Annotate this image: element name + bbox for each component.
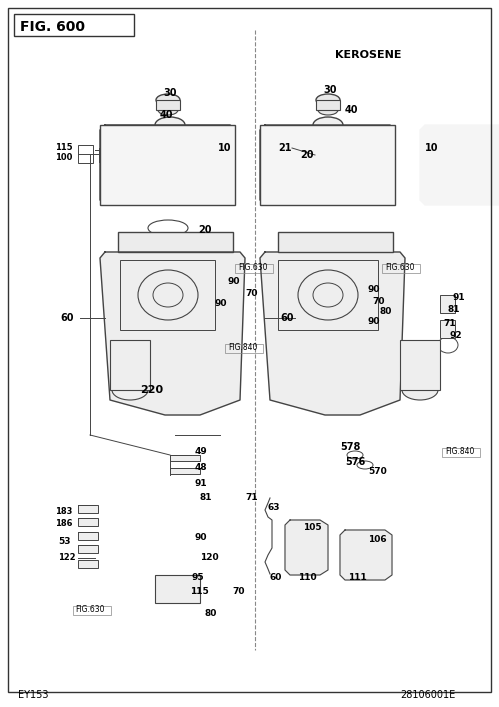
Bar [170,455,200,461]
Ellipse shape [156,94,180,106]
Ellipse shape [112,380,148,400]
Bar [120,260,215,330]
Text: 80: 80 [380,308,392,317]
Text: 110: 110 [298,573,317,583]
Text: FIG.630: FIG.630 [238,264,267,272]
Text: 570: 570 [368,467,387,477]
Bar [442,448,480,457]
Ellipse shape [158,105,178,115]
Bar [156,100,180,110]
Text: FIG.840: FIG.840 [445,448,475,457]
Text: 576: 576 [345,457,365,467]
Bar [170,468,200,474]
Text: 183: 183 [55,508,72,517]
Text: 95: 95 [192,573,205,583]
Bar [78,505,98,513]
Text: 70: 70 [232,588,245,597]
Polygon shape [285,520,328,575]
Text: 81: 81 [200,493,213,501]
Text: 115: 115 [55,144,73,153]
Bar [382,264,420,273]
Text: 70: 70 [372,298,385,307]
Text: 60: 60 [280,313,293,323]
Text: 30: 30 [163,88,177,98]
Text: 120: 120 [200,554,219,563]
Text: FIG.630: FIG.630 [385,264,415,272]
Text: EY153: EY153 [18,690,48,700]
Text: 60: 60 [270,573,282,583]
Ellipse shape [316,94,340,106]
Text: FIG.840: FIG.840 [228,344,257,353]
Bar [78,518,98,526]
Text: 90: 90 [195,534,208,542]
Text: 186: 186 [55,520,72,529]
Text: 71: 71 [443,318,456,327]
Text: 92: 92 [450,332,463,341]
Bar [78,145,93,163]
Text: 100: 100 [55,153,72,163]
Text: 40: 40 [345,105,358,115]
Text: 122: 122 [58,554,76,563]
Text: 91: 91 [195,479,208,488]
Text: 578: 578 [340,442,360,452]
Text: FIG.630: FIG.630 [75,605,104,614]
Text: FIG. 600: FIG. 600 [20,20,85,34]
Bar [316,100,340,110]
Bar [78,532,98,540]
Bar [225,344,263,353]
Text: 21: 21 [278,143,291,153]
Bar [278,232,393,252]
Text: 80: 80 [205,609,218,617]
Text: 115: 115 [190,588,209,597]
Bar [440,295,455,313]
Text: 40: 40 [160,110,174,120]
Ellipse shape [155,117,185,133]
Text: 91: 91 [453,293,466,301]
Polygon shape [100,252,245,415]
Bar [155,575,200,603]
Bar [78,560,98,568]
Bar [100,125,235,205]
Text: 30: 30 [323,85,336,95]
Polygon shape [340,530,392,580]
Text: 20: 20 [300,150,313,160]
Text: 48: 48 [195,462,208,472]
Text: 71: 71 [245,493,257,501]
Text: 10: 10 [218,143,232,153]
Text: 63: 63 [268,503,280,513]
Text: 106: 106 [368,535,387,544]
Polygon shape [260,252,405,415]
Ellipse shape [402,380,438,400]
Text: 90: 90 [368,286,381,295]
Bar [400,340,440,390]
Polygon shape [420,125,499,205]
Text: 105: 105 [303,523,322,532]
Text: 28106001E: 28106001E [400,690,455,700]
Text: 90: 90 [228,278,241,286]
Bar [440,320,455,338]
Bar [73,606,111,615]
Text: 49: 49 [195,448,208,457]
Text: 60: 60 [60,313,73,323]
Text: 90: 90 [215,298,228,308]
Text: 20: 20 [198,225,212,235]
Bar [78,545,98,553]
Bar [260,125,395,205]
Text: 70: 70 [245,288,257,298]
Bar [118,232,233,252]
Text: 220: 220 [140,385,163,395]
Bar [110,340,150,390]
Text: 90: 90 [368,317,381,327]
Ellipse shape [318,105,338,115]
Ellipse shape [313,117,343,133]
Text: 10: 10 [425,143,439,153]
Bar [235,264,273,273]
Polygon shape [100,125,235,205]
Text: 53: 53 [58,537,70,547]
Bar [14,14,134,36]
Text: 111: 111 [348,573,367,583]
Text: 81: 81 [448,305,461,315]
Text: KEROSENE: KEROSENE [335,50,402,60]
Bar [278,260,378,330]
